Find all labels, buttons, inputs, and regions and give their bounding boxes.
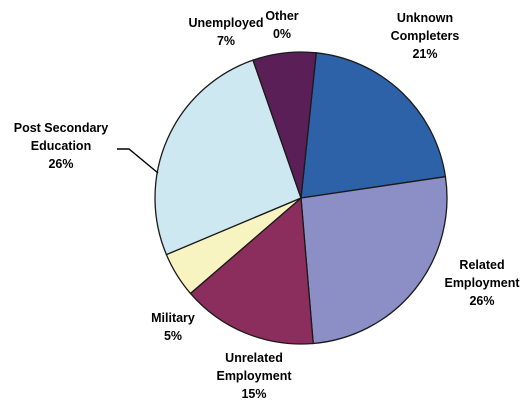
slice-label-line: Related [459, 258, 504, 272]
slice-percent: 21% [412, 47, 437, 61]
slice-label-military: Military 5% [151, 311, 195, 343]
slice-label-line: Unknown [397, 11, 453, 25]
slice-label-unemployed: Unemployed 7% [188, 16, 263, 48]
pie-slice-related-employment [300, 175, 448, 345]
slice-label-line: Unemployed [188, 16, 263, 30]
slice-percent: 5% [164, 329, 182, 343]
slice-label-other: Other 0% [265, 9, 298, 41]
pie-slice-unknown-completers [300, 52, 447, 199]
slice-label-line: Post Secondary [14, 121, 109, 135]
slice-label-post-secondary-education: Post Secondary Education 26% [14, 121, 109, 171]
slice-label-unknown-completers: Unknown Completers 21% [391, 11, 460, 61]
slice-percent: 0% [273, 27, 291, 41]
slice-percent: 26% [48, 157, 73, 171]
post-secondary-leader-line [117, 148, 159, 174]
pie-slice-unrelated-employment [189, 196, 314, 345]
slice-label-line: Other [265, 9, 298, 23]
slice-label-line: Education [31, 139, 91, 153]
slice-label-line: Unrelated [225, 351, 283, 365]
pie-slice-post-secondary-education [154, 59, 302, 256]
pie-slices [154, 51, 448, 345]
slice-percent: 15% [241, 387, 266, 401]
slice-label-line: Completers [391, 29, 460, 43]
slice-labels: Unknown Completers 21% Related Employment 26%… [14, 9, 521, 401]
pie-slice-unemployed [252, 51, 317, 199]
slice-label-line: Employment [216, 369, 292, 383]
slice-label-line: Employment [444, 276, 520, 290]
slice-label-line: Military [151, 311, 195, 325]
slice-percent: 7% [217, 34, 235, 48]
slice-percent: 26% [469, 294, 494, 308]
slice-label-related-employment: Related Employment 26% [444, 258, 520, 308]
slice-label-unrelated-employment: Unrelated Employment 15% [216, 351, 292, 401]
